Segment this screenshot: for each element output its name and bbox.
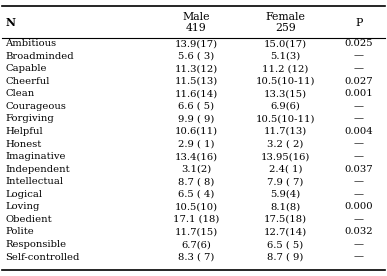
Text: 10.6(11): 10.6(11) <box>175 127 218 136</box>
Text: 0.004: 0.004 <box>344 127 373 136</box>
Text: 5.6 ( 3): 5.6 ( 3) <box>178 52 214 61</box>
Text: 6.6 ( 5): 6.6 ( 5) <box>178 102 214 111</box>
Text: —: — <box>354 240 364 249</box>
Text: —: — <box>354 152 364 161</box>
Text: 8.1(8): 8.1(8) <box>270 202 301 211</box>
Text: 3.2 ( 2): 3.2 ( 2) <box>267 140 303 148</box>
Text: 11.7(13): 11.7(13) <box>264 127 307 136</box>
Text: 0.032: 0.032 <box>345 227 373 237</box>
Text: 2.9 ( 1): 2.9 ( 1) <box>178 140 215 148</box>
Text: Helpful: Helpful <box>5 127 43 136</box>
Text: N: N <box>5 17 15 28</box>
Text: 0.025: 0.025 <box>345 39 373 48</box>
Text: 10.5(10): 10.5(10) <box>175 202 218 211</box>
Text: 11.7(15): 11.7(15) <box>175 227 218 237</box>
Text: Polite: Polite <box>5 227 34 237</box>
Text: 0.000: 0.000 <box>345 202 373 211</box>
Text: 11.5(13): 11.5(13) <box>175 77 218 86</box>
Text: 13.95(16): 13.95(16) <box>261 152 310 161</box>
Text: P: P <box>355 18 363 28</box>
Text: 10.5(10-11): 10.5(10-11) <box>256 77 315 86</box>
Text: —: — <box>354 140 364 148</box>
Text: —: — <box>354 177 364 186</box>
Text: 17.5(18): 17.5(18) <box>264 215 307 224</box>
Text: 7.9 ( 7): 7.9 ( 7) <box>267 177 303 186</box>
Text: 17.1 (18): 17.1 (18) <box>173 215 219 224</box>
Text: Intellectual: Intellectual <box>5 177 63 186</box>
Text: Imaginative: Imaginative <box>5 152 65 161</box>
Text: Broadminded: Broadminded <box>5 52 74 61</box>
Text: —: — <box>354 215 364 224</box>
Text: Logical: Logical <box>5 190 42 199</box>
Text: —: — <box>354 115 364 123</box>
Text: 15.0(17): 15.0(17) <box>264 39 307 48</box>
Text: 11.3(12): 11.3(12) <box>175 64 218 73</box>
Text: 5.9(4): 5.9(4) <box>270 190 301 199</box>
Text: 13.9(17): 13.9(17) <box>175 39 218 48</box>
Text: 0.027: 0.027 <box>345 77 373 86</box>
Text: 5.1(3): 5.1(3) <box>270 52 301 61</box>
Text: 3.1(2): 3.1(2) <box>181 165 212 174</box>
Text: —: — <box>354 102 364 111</box>
Text: 13.3(15): 13.3(15) <box>264 89 307 98</box>
Text: Honest: Honest <box>5 140 41 148</box>
Text: Responsible: Responsible <box>5 240 66 249</box>
Text: 10.5(10-11): 10.5(10-11) <box>256 115 315 123</box>
Text: —: — <box>354 52 364 61</box>
Text: Cheerful: Cheerful <box>5 77 50 86</box>
Text: 6.7(6): 6.7(6) <box>182 240 211 249</box>
Text: Independent: Independent <box>5 165 70 174</box>
Text: 8.7 ( 8): 8.7 ( 8) <box>178 177 214 186</box>
Text: 13.4(16): 13.4(16) <box>175 152 218 161</box>
Text: Self-controlled: Self-controlled <box>5 253 79 262</box>
Text: —: — <box>354 64 364 73</box>
Text: 11.6(14): 11.6(14) <box>175 89 218 98</box>
Text: Clean: Clean <box>5 89 34 98</box>
Text: 2.4( 1): 2.4( 1) <box>269 165 302 174</box>
Text: 6.5 ( 4): 6.5 ( 4) <box>178 190 214 199</box>
Text: Loving: Loving <box>5 202 39 211</box>
Text: Obedient: Obedient <box>5 215 51 224</box>
Text: Female
259: Female 259 <box>265 12 305 33</box>
Text: 6.9(6): 6.9(6) <box>271 102 300 111</box>
Text: Forgiving: Forgiving <box>5 115 54 123</box>
Text: Male
419: Male 419 <box>183 12 210 33</box>
Text: 12.7(14): 12.7(14) <box>264 227 307 237</box>
Text: Ambitious: Ambitious <box>5 39 56 48</box>
Text: Capable: Capable <box>5 64 46 73</box>
Text: 11.2 (12): 11.2 (12) <box>262 64 308 73</box>
Text: 8.7 ( 9): 8.7 ( 9) <box>267 253 303 262</box>
Text: —: — <box>354 190 364 199</box>
Text: 8.3 ( 7): 8.3 ( 7) <box>178 253 214 262</box>
Text: 9.9 ( 9): 9.9 ( 9) <box>178 115 214 123</box>
Text: 6.5 ( 5): 6.5 ( 5) <box>267 240 303 249</box>
Text: 0.001: 0.001 <box>344 89 373 98</box>
Text: Courageous: Courageous <box>5 102 66 111</box>
Text: 0.037: 0.037 <box>345 165 373 174</box>
Text: —: — <box>354 253 364 262</box>
